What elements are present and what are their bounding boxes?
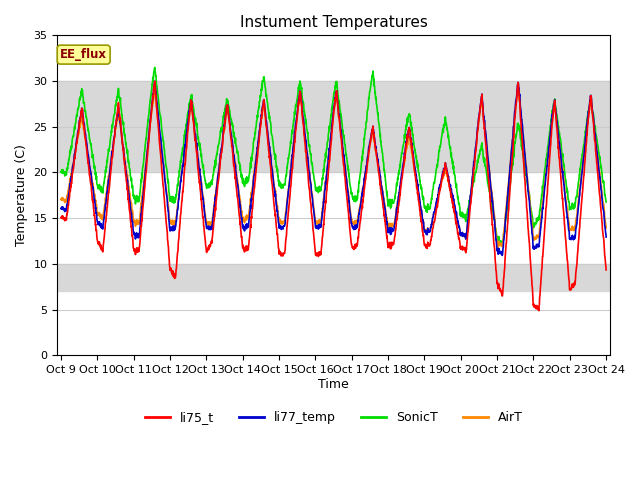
AirT	[344, 186, 352, 192]
SonicT	[570, 205, 577, 211]
SonicT	[499, 243, 506, 249]
li75_t	[255, 134, 263, 140]
li75_t	[234, 199, 242, 204]
li77_temp	[602, 234, 610, 240]
Title: Instument Temperatures: Instument Temperatures	[239, 15, 428, 30]
AirT	[494, 244, 502, 250]
SonicT	[344, 167, 352, 173]
SonicT	[602, 199, 610, 205]
li77_temp	[151, 78, 159, 84]
Line: li75_t: li75_t	[61, 81, 606, 311]
li75_t	[151, 78, 159, 84]
AirT	[573, 214, 580, 219]
li75_t	[535, 308, 543, 313]
AirT	[602, 225, 610, 231]
AirT	[234, 178, 241, 183]
li77_temp	[344, 192, 352, 198]
SonicT	[57, 168, 65, 174]
Bar	[58, 81, 610, 172]
Text: EE_flux: EE_flux	[60, 48, 107, 61]
Line: li77_temp: li77_temp	[61, 81, 606, 255]
li77_temp	[570, 237, 577, 242]
SonicT	[196, 144, 204, 149]
li75_t	[57, 215, 65, 220]
SonicT	[255, 99, 263, 105]
SonicT	[234, 151, 242, 156]
li75_t	[573, 262, 580, 267]
li77_temp	[573, 221, 580, 227]
Y-axis label: Temperature (C): Temperature (C)	[15, 144, 28, 246]
Legend: li75_t, li77_temp, SonicT, AirT: li75_t, li77_temp, SonicT, AirT	[140, 406, 527, 429]
AirT	[514, 84, 522, 90]
X-axis label: Time: Time	[318, 378, 349, 391]
li77_temp	[234, 185, 242, 191]
li77_temp	[499, 252, 506, 258]
AirT	[570, 228, 577, 233]
SonicT	[573, 194, 580, 200]
li75_t	[196, 180, 204, 186]
Bar	[58, 264, 610, 291]
Line: SonicT: SonicT	[61, 68, 606, 246]
li75_t	[602, 267, 610, 273]
li77_temp	[255, 128, 263, 134]
Line: AirT: AirT	[61, 87, 606, 247]
li75_t	[344, 209, 352, 215]
AirT	[255, 134, 263, 140]
li77_temp	[196, 168, 204, 173]
li75_t	[570, 284, 577, 289]
SonicT	[151, 65, 159, 71]
AirT	[57, 196, 65, 202]
AirT	[195, 164, 203, 170]
li77_temp	[57, 205, 65, 211]
